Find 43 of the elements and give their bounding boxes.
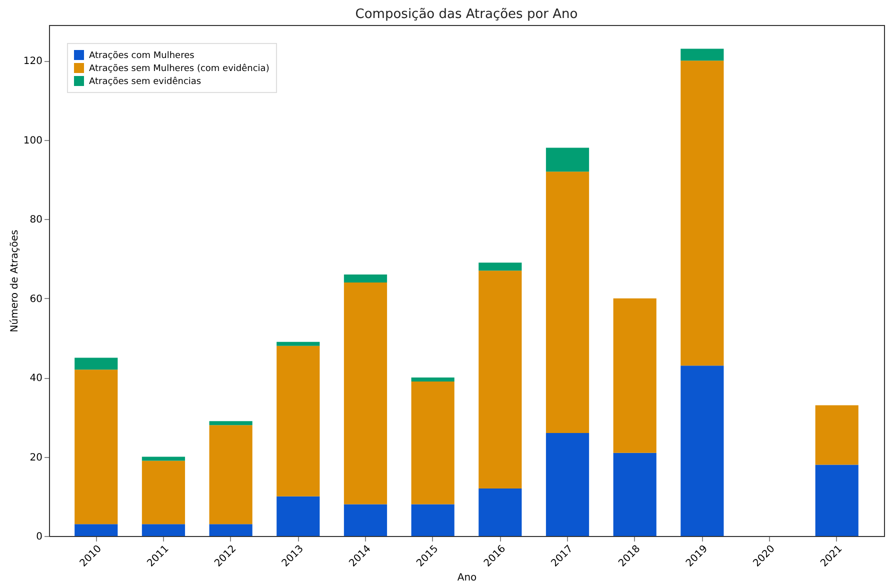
bar: [344, 282, 388, 504]
bar: [411, 504, 454, 536]
bar: [74, 370, 118, 524]
legend-label: Atrações sem evidências: [89, 76, 202, 87]
y-axis-title: Número de Atrações: [9, 230, 20, 332]
bar: [344, 504, 388, 536]
bar: [209, 421, 252, 426]
bar: [411, 378, 454, 382]
bar: [815, 464, 858, 536]
y-tick-label: 100: [23, 135, 42, 146]
bar: [680, 366, 724, 536]
bar: [680, 48, 724, 61]
legend-label: Atrações sem Mulheres (com evidência): [89, 63, 270, 74]
y-tick-label: 120: [23, 56, 42, 68]
bar: [546, 172, 590, 434]
bar: [478, 262, 522, 271]
bar: [546, 433, 590, 536]
bar: [74, 358, 118, 370]
legend-label: Atrações com Mulheres: [89, 51, 195, 61]
y-tick-label: 60: [30, 294, 42, 305]
bar: [478, 270, 522, 488]
bar: [74, 524, 118, 536]
bar: [209, 524, 252, 536]
y-tick-label: 0: [36, 532, 42, 542]
bar: [478, 488, 522, 536]
chart-title: Composição das Atrações por Ano: [355, 7, 578, 22]
bar: [209, 425, 252, 524]
bar: [142, 460, 186, 524]
bar: [680, 60, 724, 366]
bar: [613, 452, 656, 536]
bar: [142, 524, 186, 536]
bar: [344, 274, 388, 282]
bar: [613, 298, 656, 453]
bar: [276, 346, 320, 496]
bar: [546, 148, 590, 172]
x-axis-title: Ano: [457, 572, 477, 584]
y-tick-label: 80: [30, 214, 42, 226]
y-tick-label: 20: [30, 452, 42, 464]
bar: [276, 342, 320, 346]
bar: [276, 496, 320, 536]
bar: [411, 382, 454, 504]
bar: [815, 405, 858, 465]
y-tick-label: 40: [30, 373, 42, 384]
